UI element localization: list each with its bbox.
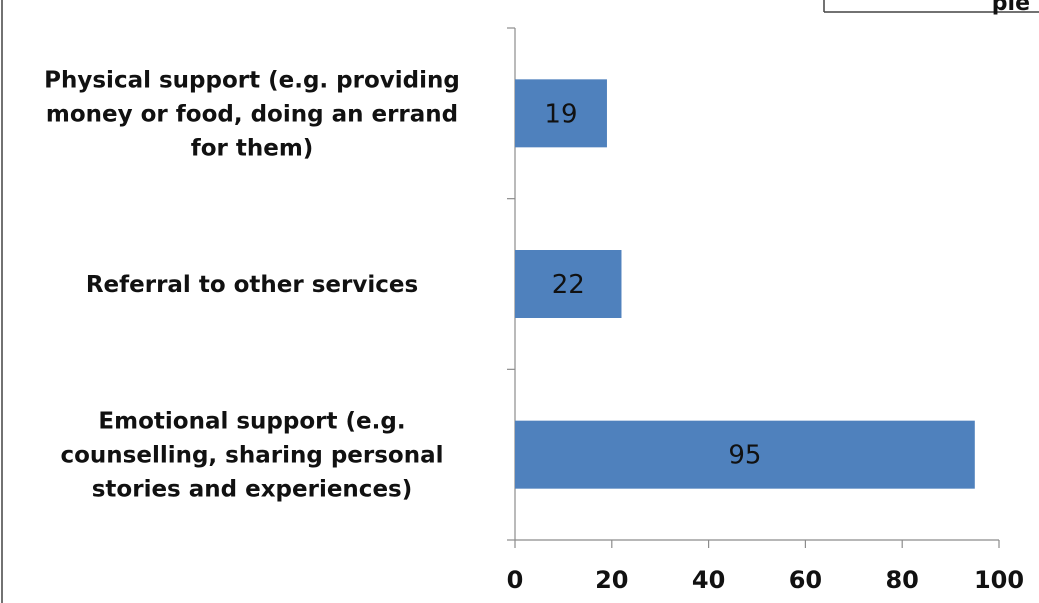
x-tick-label: 100: [974, 566, 1024, 594]
data-labels: 19 22 95: [544, 99, 761, 470]
data-label: 19: [544, 99, 577, 129]
bar: [515, 79, 607, 148]
bars: [515, 79, 975, 489]
y-axis: [507, 27, 516, 541]
x-axis: 0 20 40 60 80 100: [507, 539, 1024, 594]
data-label: 22: [552, 270, 585, 300]
x-tick-label: 60: [789, 566, 822, 594]
x-tick-label: 80: [885, 566, 918, 594]
category-label: Emotional support (e.g. counselling, shar…: [60, 409, 443, 503]
x-tick-label: 40: [692, 566, 725, 594]
category-labels: Physical support (e.g. providing money or…: [44, 67, 460, 502]
category-label: Physical support (e.g. providing money or…: [44, 67, 460, 161]
bar: [515, 250, 622, 318]
x-tick-label: 20: [595, 566, 628, 594]
header-fragment: ple: [992, 0, 1030, 16]
category-label: Referral to other services: [86, 272, 418, 298]
data-label: 95: [728, 441, 761, 471]
x-tick-label: 0: [507, 566, 524, 594]
bar: [515, 420, 975, 489]
